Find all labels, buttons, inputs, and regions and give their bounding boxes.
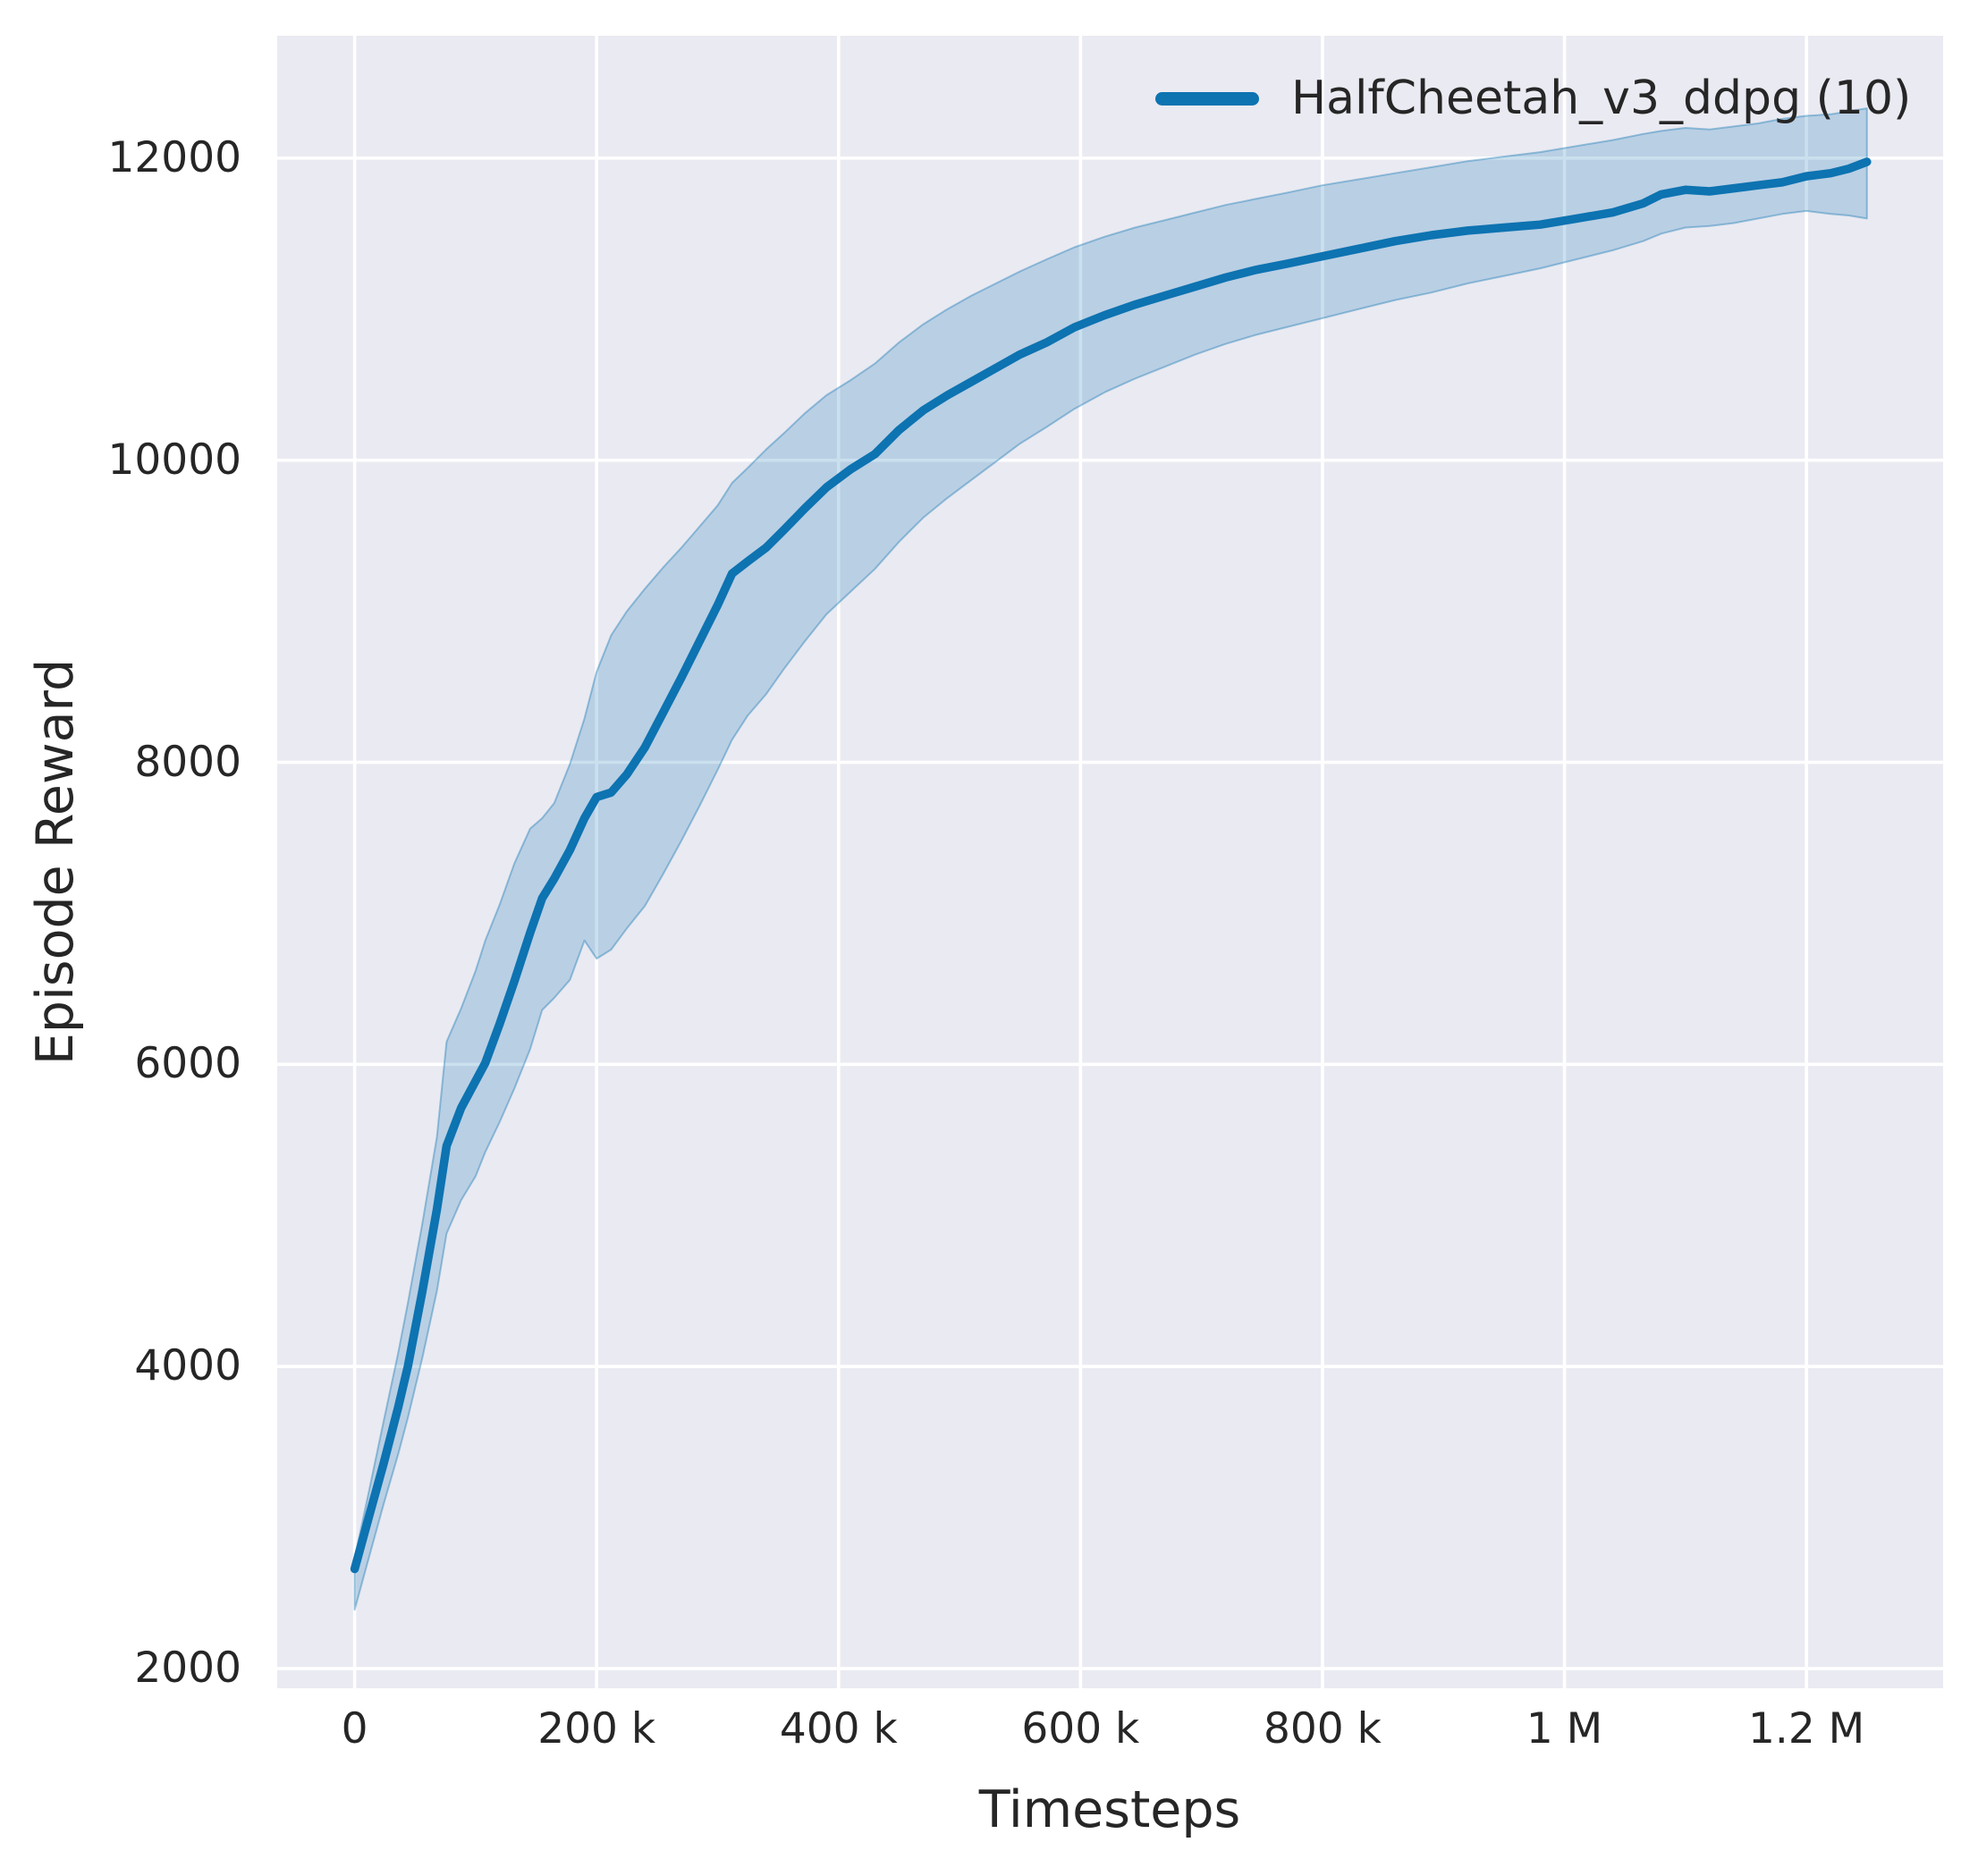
x-tick: 800 k (1264, 1704, 1382, 1753)
legend: HalfCheetah_v3_ddpg (10) (1155, 70, 1911, 127)
y-tick: 8000 (134, 737, 241, 787)
y-axis-title: Episode Reward (26, 658, 85, 1066)
x-tick: 0 (341, 1704, 368, 1753)
y-tick: 4000 (134, 1341, 241, 1391)
x-tick: 400 k (779, 1704, 898, 1753)
y-tick: 2000 (134, 1644, 241, 1694)
x-tick: 1.2 M (1747, 1704, 1865, 1753)
confidence-band (353, 107, 1868, 1611)
y-axis-tick-labels: 12000 10000 8000 6000 4000 2000 (0, 0, 241, 1876)
x-axis-title: Timesteps (978, 1780, 1241, 1839)
x-tick: 600 k (1021, 1704, 1140, 1753)
x-axis-tick-labels: 0 200 k 400 k 600 k 800 k 1 M 1.2 M (0, 1704, 1978, 1767)
grid-lines (277, 36, 1943, 1688)
legend-line-swatch (1155, 91, 1259, 106)
y-tick: 12000 (107, 132, 241, 182)
series-line (350, 157, 1872, 1574)
x-tick: 1 M (1526, 1704, 1603, 1753)
legend-label: HalfCheetah_v3_ddpg (10) (1291, 72, 1912, 125)
y-tick: 6000 (134, 1039, 241, 1089)
y-tick: 10000 (107, 435, 241, 485)
x-tick: 200 k (537, 1704, 656, 1753)
